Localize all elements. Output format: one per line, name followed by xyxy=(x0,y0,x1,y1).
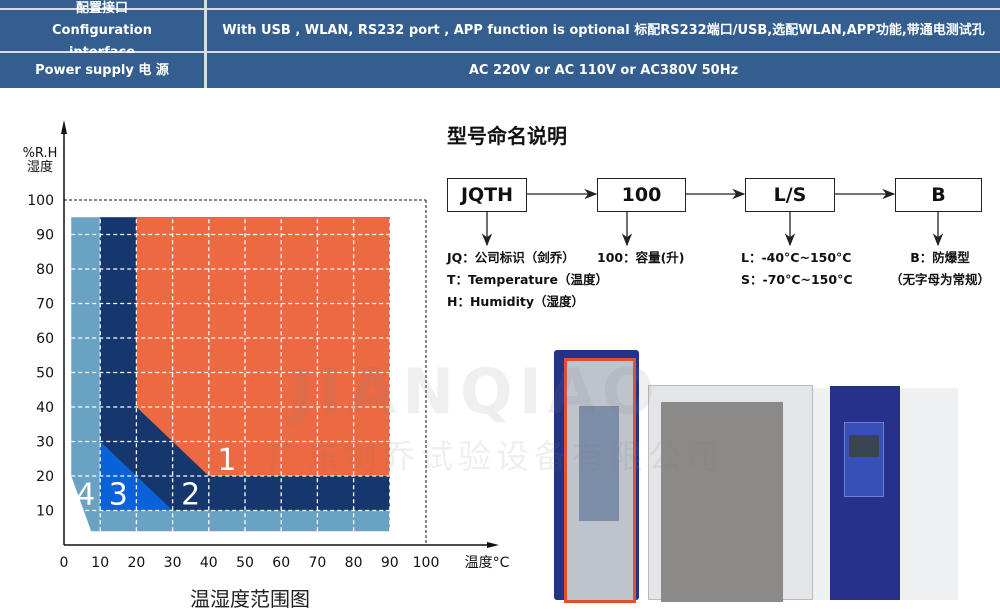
region-label: 1 xyxy=(217,443,236,478)
x-tick-label: 10 xyxy=(91,555,109,571)
spec-value: AC 220V or AC 110V or AC380V 50Hz xyxy=(207,53,1000,88)
code-box-type: B xyxy=(895,178,982,212)
chart-caption: 温湿度范围图 xyxy=(190,587,310,611)
x-tick-label: 0 xyxy=(60,555,69,571)
y-tick-label: 60 xyxy=(36,331,54,347)
y-tick-label: 80 xyxy=(36,262,54,278)
naming-arrows xyxy=(481,188,944,247)
watermark-logo: JIANQIAO xyxy=(290,355,661,428)
y-tick-label: 70 xyxy=(36,297,54,313)
y-tick-label: 30 xyxy=(36,435,54,451)
y-tick-label: 100 xyxy=(27,193,54,209)
spec-value: With USB , WLAN, RS232 port , APP functi… xyxy=(207,10,1000,51)
note-line: L：-40°C~150°C xyxy=(741,250,852,265)
note-capacity: 100：容量(升) xyxy=(597,247,685,269)
code-box-range: L/S xyxy=(745,178,835,212)
note-line: S：-70°C~150°C xyxy=(741,272,853,287)
region-1 xyxy=(136,217,390,476)
note-line: T：Temperature（温度） xyxy=(447,272,608,287)
x-tick-label: 100 xyxy=(413,555,440,571)
y-tick-label: 10 xyxy=(36,504,54,520)
y-axis-label: %R.H xyxy=(23,146,58,161)
control-panel xyxy=(830,386,900,600)
x-tick-label: 20 xyxy=(127,555,145,571)
y-tick-label: 40 xyxy=(36,400,54,416)
x-tick-label: 80 xyxy=(345,555,363,571)
region-label: 2 xyxy=(181,477,200,512)
chamber-interior xyxy=(661,402,783,602)
code-box-series: JQTH xyxy=(447,178,527,212)
controller-unit xyxy=(844,422,884,497)
note-line: JQ：公司标识（剑乔） xyxy=(447,250,575,265)
code-box-capacity: 100 xyxy=(597,178,686,212)
region-label: 3 xyxy=(109,477,128,512)
watermark-company: 广东剑乔试验设备有限公司 xyxy=(268,437,724,476)
y-tick-label: 20 xyxy=(36,469,54,485)
x-axis-label: 温度°C xyxy=(465,555,510,571)
spec-table: 配置接口Configuration interface With USB , W… xyxy=(0,0,1000,88)
x-tick-label: 90 xyxy=(381,555,399,571)
chamber-door xyxy=(554,350,639,603)
note-line: H：Humidity（湿度） xyxy=(447,294,584,309)
region-label: 4 xyxy=(76,477,95,512)
x-tick-label: 60 xyxy=(272,555,290,571)
note-line: 100：容量(升) xyxy=(597,250,685,265)
y-tick-label: 50 xyxy=(36,366,54,382)
note-line: （无字母为常规） xyxy=(890,272,991,287)
spec-label: Power supply 电 源 xyxy=(0,53,204,88)
chamber-interior-frame xyxy=(648,385,813,602)
y-axis-arrow xyxy=(61,120,67,134)
x-tick-label: 70 xyxy=(308,555,326,571)
spec-row-partial xyxy=(0,0,1000,8)
x-tick-label: 50 xyxy=(236,555,254,571)
y-axis-label: 湿度 xyxy=(27,159,53,175)
note-line: B：防爆型 xyxy=(910,250,970,265)
x-tick-label: 30 xyxy=(164,555,182,571)
note-series: JQ：公司标识（剑乔） T：Temperature（温度） H：Humidity… xyxy=(447,247,608,313)
naming-title: 型号命名说明 xyxy=(447,124,567,148)
x-axis-arrow xyxy=(487,542,499,548)
x-tick-label: 40 xyxy=(200,555,218,571)
controller-screen xyxy=(849,435,879,457)
door-seal xyxy=(564,358,636,603)
note-type: B：防爆型 （无字母为常规） xyxy=(890,247,990,291)
test-chamber-photo xyxy=(548,340,958,603)
note-range: L：-40°C~150°C S：-70°C~150°C xyxy=(741,247,853,291)
y-tick-label: 90 xyxy=(36,228,54,244)
spec-row-power: Power supply 电 源 AC 220V or AC 110V or A… xyxy=(0,53,1000,88)
door-window xyxy=(579,406,619,521)
